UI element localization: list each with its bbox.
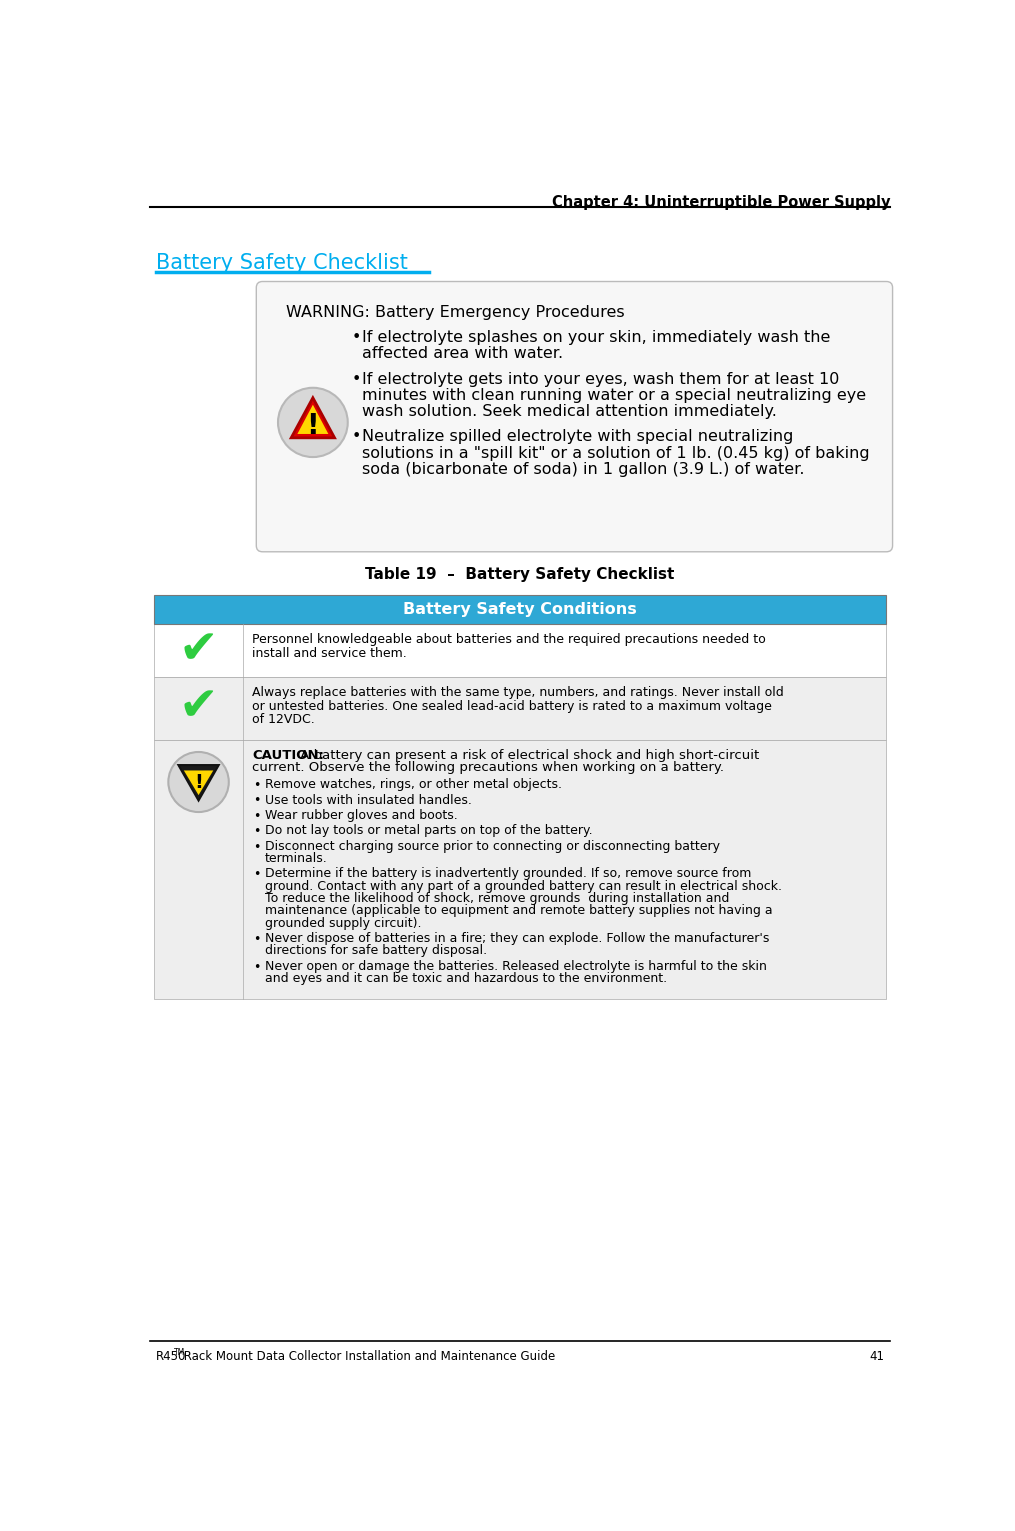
Text: !: ! (307, 412, 319, 441)
Text: solutions in a "spill kit" or a solution of 1 lb. (0.45 kg) of baking: solutions in a "spill kit" or a solution… (361, 446, 869, 461)
Text: A battery can present a risk of electrical shock and high short-circuit: A battery can present a risk of electric… (295, 749, 759, 762)
Text: Never open or damage the batteries. Released electrolyte is harmful to the skin: Never open or damage the batteries. Rele… (265, 960, 766, 972)
Text: maintenance (applicable to equipment and remote battery supplies not having a: maintenance (applicable to equipment and… (265, 905, 772, 917)
Text: Wear rubber gloves and boots.: Wear rubber gloves and boots. (265, 808, 458, 822)
Text: minutes with clean running water or a special neutralizing eye: minutes with clean running water or a sp… (361, 387, 866, 403)
Text: Battery Safety Checklist: Battery Safety Checklist (156, 253, 408, 273)
Text: •: • (254, 841, 261, 853)
Text: grounded supply circuit).: grounded supply circuit). (265, 917, 421, 929)
Text: !: ! (194, 773, 203, 792)
Ellipse shape (278, 387, 348, 458)
Polygon shape (291, 398, 335, 438)
Text: ✔: ✔ (179, 686, 218, 730)
Ellipse shape (168, 752, 228, 811)
Text: If electrolyte splashes on your skin, immediately wash the: If electrolyte splashes on your skin, im… (361, 331, 830, 344)
Text: •: • (254, 868, 261, 882)
Text: Never dispose of batteries in a fire; they can explode. Follow the manufacturer': Never dispose of batteries in a fire; th… (265, 932, 769, 945)
Text: and eyes and it can be toxic and hazardous to the environment.: and eyes and it can be toxic and hazardo… (265, 972, 667, 986)
Polygon shape (184, 770, 213, 795)
Text: 41: 41 (869, 1350, 884, 1363)
Text: •: • (254, 960, 261, 974)
FancyBboxPatch shape (154, 625, 886, 677)
Text: If electrolyte gets into your eyes, wash them for at least 10: If electrolyte gets into your eyes, wash… (361, 372, 839, 387)
Text: or untested batteries. One sealed lead-acid battery is rated to a maximum voltag: or untested batteries. One sealed lead-a… (253, 700, 772, 712)
Text: •: • (351, 429, 361, 444)
Text: •: • (254, 810, 261, 822)
Text: directions for safe battery disposal.: directions for safe battery disposal. (265, 945, 487, 957)
FancyBboxPatch shape (154, 739, 886, 1000)
FancyBboxPatch shape (154, 677, 886, 739)
Text: soda (bicarbonate of soda) in 1 gallon (3.9 L.) of water.: soda (bicarbonate of soda) in 1 gallon (… (361, 462, 804, 476)
Text: current. Observe the following precautions when working on a battery.: current. Observe the following precautio… (253, 761, 725, 775)
Text: Do not lay tools or metal parts on top of the battery.: Do not lay tools or metal parts on top o… (265, 824, 593, 837)
Text: •: • (254, 825, 261, 837)
Text: install and service them.: install and service them. (253, 648, 407, 660)
Text: Remove watches, rings, or other metal objects.: Remove watches, rings, or other metal ob… (265, 778, 562, 792)
Text: ground. Contact with any part of a grounded battery can result in electrical sho: ground. Contact with any part of a groun… (265, 880, 782, 893)
Text: •: • (254, 779, 261, 792)
FancyBboxPatch shape (257, 282, 892, 551)
Text: Battery Safety Conditions: Battery Safety Conditions (403, 602, 637, 617)
Polygon shape (297, 404, 329, 433)
Text: wash solution. Seek medical attention immediately.: wash solution. Seek medical attention im… (361, 404, 776, 419)
Text: Always replace batteries with the same type, numbers, and ratings. Never install: Always replace batteries with the same t… (253, 686, 785, 698)
Text: CAUTION:: CAUTION: (253, 749, 325, 762)
Text: Personnel knowledgeable about batteries and the required precautions needed to: Personnel knowledgeable about batteries … (253, 634, 766, 646)
Text: TM: TM (175, 1347, 186, 1356)
Text: ✔: ✔ (179, 628, 218, 672)
Text: Disconnect charging source prior to connecting or disconnecting battery: Disconnect charging source prior to conn… (265, 841, 720, 853)
Polygon shape (179, 766, 218, 801)
Text: Rack Mount Data Collector Installation and Maintenance Guide: Rack Mount Data Collector Installation a… (181, 1350, 555, 1363)
Text: •: • (254, 932, 261, 946)
Text: R450: R450 (156, 1350, 187, 1363)
Text: Neutralize spilled electrolyte with special neutralizing: Neutralize spilled electrolyte with spec… (361, 429, 793, 444)
Text: •: • (351, 372, 361, 387)
Text: Table 19  –  Battery Safety Checklist: Table 19 – Battery Safety Checklist (365, 566, 675, 582)
Text: terminals.: terminals. (265, 853, 328, 865)
FancyBboxPatch shape (154, 596, 886, 625)
Text: Use tools with insulated handles.: Use tools with insulated handles. (265, 793, 472, 807)
Text: Determine if the battery is inadvertently grounded. If so, remove source from: Determine if the battery is inadvertentl… (265, 868, 751, 880)
Text: To reduce the likelihood of shock, remove grounds  during installation and: To reduce the likelihood of shock, remov… (265, 893, 729, 905)
Text: WARNING: Battery Emergency Procedures: WARNING: Battery Emergency Procedures (286, 305, 624, 320)
Text: affected area with water.: affected area with water. (361, 346, 563, 361)
Text: Chapter 4: Uninterruptible Power Supply: Chapter 4: Uninterruptible Power Supply (552, 194, 890, 210)
Text: of 12VDC.: of 12VDC. (253, 713, 316, 727)
Text: •: • (351, 331, 361, 344)
Text: •: • (254, 795, 261, 807)
